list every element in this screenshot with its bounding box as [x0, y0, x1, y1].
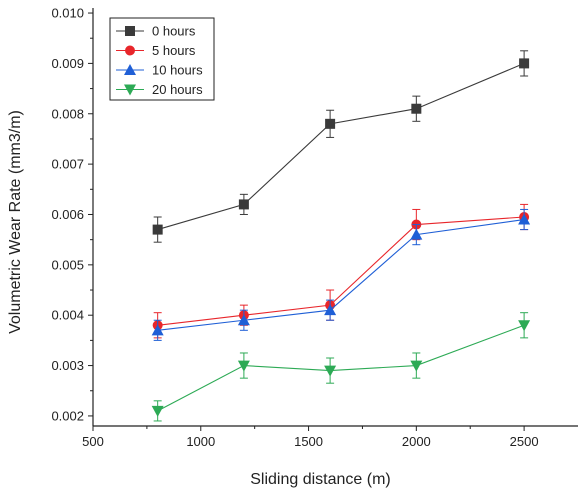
data-point — [324, 365, 337, 377]
series-2 — [152, 203, 530, 339]
data-point — [518, 320, 531, 332]
data-point — [151, 324, 164, 336]
legend-label: 20 hours — [152, 82, 203, 97]
legend-marker — [124, 84, 136, 96]
data-point — [238, 199, 249, 210]
data-point — [324, 304, 337, 316]
x-tick-label: 1500 — [294, 434, 323, 449]
series-layer — [151, 50, 531, 422]
legend-label: 0 hours — [152, 24, 196, 39]
data-point — [518, 213, 531, 225]
legend-marker — [125, 45, 135, 56]
x-axis-title: Sliding distance (m) — [250, 471, 391, 488]
legend-marker — [124, 64, 136, 75]
legend-item: 20 hours — [116, 82, 203, 97]
legend-label: 5 hours — [152, 43, 196, 58]
x-tick-label: 1000 — [186, 434, 215, 449]
y-tick-label: 0.008 — [51, 106, 84, 121]
y-tick-label: 0.005 — [51, 257, 84, 272]
legend-item: 5 hours — [116, 43, 196, 58]
data-point — [152, 224, 163, 235]
data-point — [411, 103, 422, 114]
y-tick-label: 0.006 — [51, 207, 84, 222]
series-line — [157, 324, 525, 412]
series-4 — [151, 312, 531, 422]
data-point — [325, 118, 336, 129]
legend: 0 hours 5 hours 10 hours 20 hours — [109, 17, 215, 101]
data-point — [237, 360, 250, 372]
data-point — [237, 314, 250, 326]
axes: 500 1000 1500 2000 2500 0.002 0.003 0.004 0.005 0… — [51, 6, 578, 449]
y-axis-title: Volumetric Wear Rate (mm3/m) — [7, 110, 24, 334]
legend-item: 0 hours — [116, 24, 196, 39]
data-point — [151, 405, 164, 417]
y-tick-label: 0.002 — [51, 408, 84, 423]
y-tick-label: 0.003 — [51, 358, 84, 373]
legend-item: 10 hours — [116, 63, 203, 78]
y-tick-label: 0.007 — [51, 157, 84, 172]
data-point — [519, 58, 530, 69]
y-tick-label: 0.010 — [51, 6, 84, 21]
series-line — [157, 218, 525, 331]
x-tick-label: 2500 — [510, 434, 539, 449]
x-tick-label: 2000 — [402, 434, 431, 449]
series-1 — [152, 50, 530, 243]
legend-marker — [125, 26, 135, 36]
data-point — [410, 228, 423, 240]
y-tick-label: 0.009 — [51, 56, 84, 71]
series-line — [157, 216, 525, 326]
data-point — [410, 360, 423, 372]
y-tick-label: 0.004 — [51, 308, 84, 323]
x-tick-label: 500 — [82, 434, 104, 449]
series-3 — [151, 208, 531, 341]
legend-label: 10 hours — [152, 63, 203, 78]
